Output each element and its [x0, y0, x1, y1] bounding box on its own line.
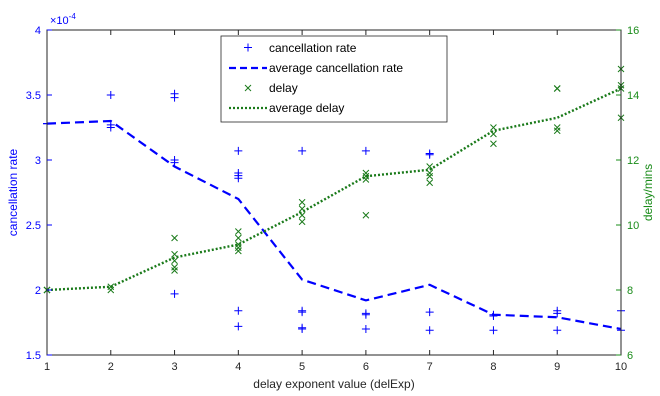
left-y-tick-label: 1.5 [26, 350, 41, 362]
cancellation-rate-point [106, 91, 115, 99]
x-tick-label: 5 [299, 361, 305, 373]
delay-point [107, 283, 115, 291]
cancellation-rate-point [234, 306, 243, 315]
x-tick-label: 8 [490, 361, 496, 373]
x-axis-label: delay exponent value (delExp) [253, 377, 414, 391]
delay-point [553, 124, 561, 131]
delay-point [362, 211, 370, 219]
legend-label: delay [269, 81, 298, 95]
legend-label: cancellation rate [269, 41, 357, 55]
delay-point [553, 85, 561, 92]
delay-point [171, 263, 178, 271]
delay-point [234, 228, 242, 235]
legend-entry-delay: delay [244, 81, 298, 95]
right-y-axis-label: delay/mins [641, 164, 655, 221]
legend-label: average cancellation rate [269, 61, 403, 75]
right-y-tick-label: 6 [627, 350, 633, 362]
x-tick-label: 2 [108, 361, 114, 373]
cancellation-rate-point [298, 308, 307, 317]
cancellation-rate-point [489, 312, 498, 320]
left-y-axis-label: cancellation rate [6, 148, 20, 236]
right-y-tick-label: 14 [627, 90, 639, 102]
cancellation-rate-point [298, 325, 307, 333]
right-y-tick-label: 8 [627, 285, 633, 297]
cancellation-rate-point [234, 322, 243, 331]
cancellation-rate-point [234, 174, 243, 183]
cancellation-rate-point [425, 326, 434, 335]
cancellation-rate-point [298, 146, 307, 155]
delay-point [426, 179, 434, 187]
x-tick-label: 7 [427, 361, 433, 373]
delay-point [553, 127, 561, 135]
legend-plus-marker [244, 43, 252, 52]
left-axis-multiplier-base: ×10 [50, 15, 69, 27]
legend-entry-cancellation-rate: cancellation rate [244, 41, 357, 55]
delay-point [171, 257, 178, 265]
right-y-tick-label: 12 [627, 155, 639, 167]
x-tick-label: 9 [554, 361, 560, 373]
x-tick-label: 4 [235, 361, 241, 373]
legend-entry-average-delay: average delay [229, 101, 344, 115]
cancellation-rate-point [361, 310, 370, 319]
left-axis-multiplier: ×10-4 [50, 12, 76, 27]
left-y-tick-label: 2 [35, 285, 41, 297]
left-y-tick-label: 2.5 [26, 220, 41, 232]
cancellation-rate-point [425, 308, 434, 317]
x-tick-label: 1 [44, 361, 50, 373]
delay-point [234, 234, 242, 242]
left-y-tick-label: 3.5 [26, 90, 41, 102]
cancellation-rate-point [489, 326, 498, 335]
legend-entry-average-cancellation-rate: average cancellation rate [229, 61, 403, 75]
x-tick-label: 6 [363, 361, 369, 373]
cancellation-rate-point [234, 146, 243, 155]
x-tick-label: 3 [171, 361, 177, 373]
delay-point [171, 267, 178, 274]
cancellation-rate-point [361, 146, 370, 155]
left-axis-multiplier-exponent: -4 [69, 12, 77, 21]
cancellation-rate-point [361, 325, 370, 333]
cancellation-rate-point [553, 326, 562, 335]
cancellation-rate-point [553, 309, 562, 318]
x-tick-label: 10 [615, 361, 627, 373]
cancellation-rate-point [170, 93, 179, 102]
delay-point [490, 140, 497, 148]
delay-point [298, 198, 306, 206]
average-cancellation-rate-line [46, 119, 622, 331]
left-y-tick-label: 3 [35, 155, 41, 167]
legend: cancellation rate average cancellation r… [220, 35, 448, 123]
left-y-tick-label: 4 [35, 25, 41, 37]
delay-point [171, 234, 178, 242]
delay-point [426, 172, 434, 180]
cancellation-rate-point [425, 150, 434, 159]
cancellation-rate-point [170, 289, 179, 298]
right-y-tick-label: 16 [627, 25, 639, 37]
delay-point [234, 247, 242, 255]
delay-point [426, 163, 434, 170]
legend-x-marker [244, 84, 252, 92]
delay-point [298, 218, 306, 226]
cancellation-rate-point [106, 123, 115, 132]
legend-label: average delay [269, 101, 344, 115]
plot-frame [46, 29, 622, 356]
right-y-tick-label: 10 [627, 220, 639, 232]
